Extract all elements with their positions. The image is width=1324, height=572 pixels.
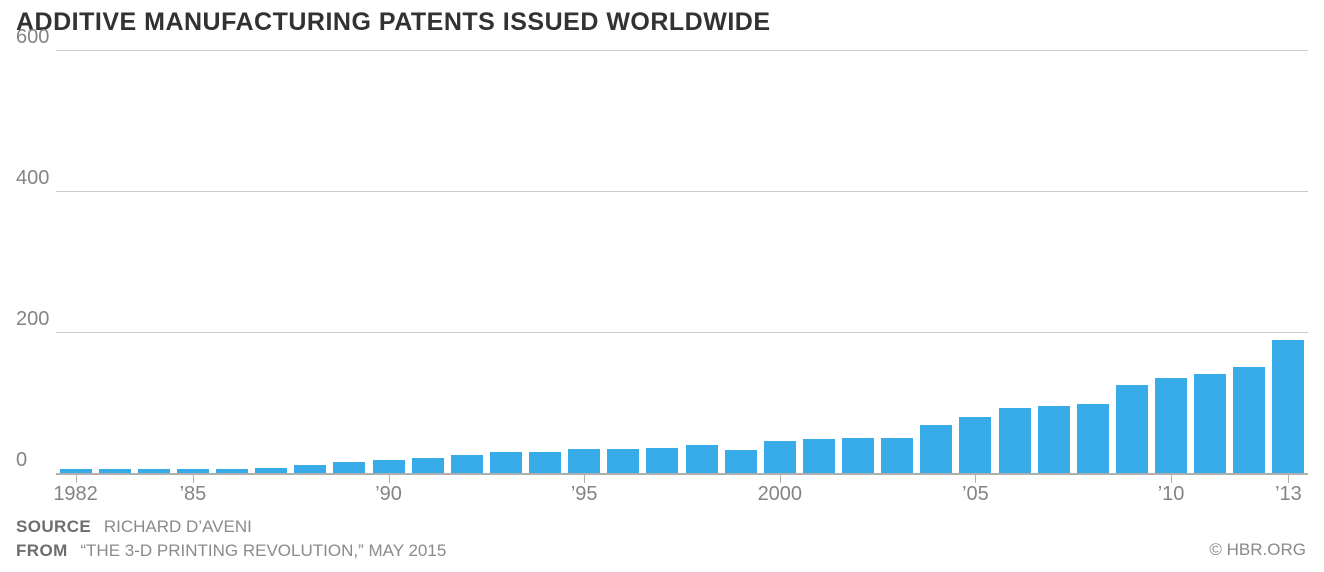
copyright: © HBR.ORG <box>1209 540 1306 560</box>
bar <box>373 460 405 473</box>
x-axis-baseline <box>56 473 1308 475</box>
x-axis-tick <box>584 475 585 483</box>
bar <box>529 452 561 473</box>
bar-chart: 02004006001982’85’90’952000’05’10’13 <box>16 43 1308 515</box>
bar <box>490 452 522 473</box>
bar <box>412 458 444 474</box>
from-label: FROM <box>16 541 68 560</box>
source-value: RICHARD D’AVENI <box>104 517 252 536</box>
bar <box>1077 404 1109 473</box>
source-label: SOURCE <box>16 517 91 536</box>
x-axis-label: ’95 <box>544 483 624 506</box>
bar <box>60 469 92 473</box>
x-axis-tick <box>1171 475 1172 483</box>
y-axis-label: 400 <box>16 167 56 190</box>
x-axis-tick <box>389 475 390 483</box>
x-axis-label: ’13 <box>1248 483 1324 506</box>
bar <box>646 448 678 473</box>
bar <box>686 445 718 473</box>
bar <box>1116 385 1148 473</box>
chart-title: ADDITIVE MANUFACTURING PATENTS ISSUED WO… <box>16 8 1308 37</box>
bar <box>294 465 326 473</box>
from-value: “THE 3-D PRINTING REVOLUTION,” MAY 2015 <box>80 541 446 560</box>
bars-container <box>56 43 1308 473</box>
x-axis-label: ’10 <box>1131 483 1211 506</box>
x-axis-label: ’05 <box>935 483 1015 506</box>
bar <box>999 408 1031 473</box>
bar <box>1038 406 1070 473</box>
x-axis-tick <box>1288 475 1289 483</box>
x-axis-label: 2000 <box>740 483 820 506</box>
bar <box>1194 374 1226 473</box>
bar <box>1272 340 1304 473</box>
x-axis-label: ’90 <box>349 483 429 506</box>
bar <box>959 417 991 473</box>
bar <box>255 468 287 473</box>
y-axis-label: 200 <box>16 308 56 331</box>
bar <box>99 469 131 473</box>
chart-footer: SOURCE RICHARD D’AVENI FROM “THE 3-D PRI… <box>16 515 446 564</box>
x-axis-tick <box>193 475 194 483</box>
bar <box>881 438 913 473</box>
bar <box>177 469 209 473</box>
bar <box>568 449 600 473</box>
x-axis-label: ’85 <box>153 483 233 506</box>
bar <box>451 455 483 473</box>
bar <box>842 438 874 473</box>
x-axis-tick <box>76 475 77 483</box>
bar <box>1233 367 1265 473</box>
bar <box>216 469 248 473</box>
bar <box>920 425 952 473</box>
bar <box>803 439 835 473</box>
bar <box>138 469 170 473</box>
bar <box>764 441 796 473</box>
bar <box>1155 378 1187 473</box>
bar <box>333 462 365 473</box>
x-axis-label: 1982 <box>36 483 116 506</box>
y-axis-label: 600 <box>16 26 56 49</box>
bar <box>725 450 757 473</box>
x-axis-tick <box>780 475 781 483</box>
y-axis-label: 0 <box>16 449 56 472</box>
bar <box>607 449 639 473</box>
x-axis-tick <box>975 475 976 483</box>
